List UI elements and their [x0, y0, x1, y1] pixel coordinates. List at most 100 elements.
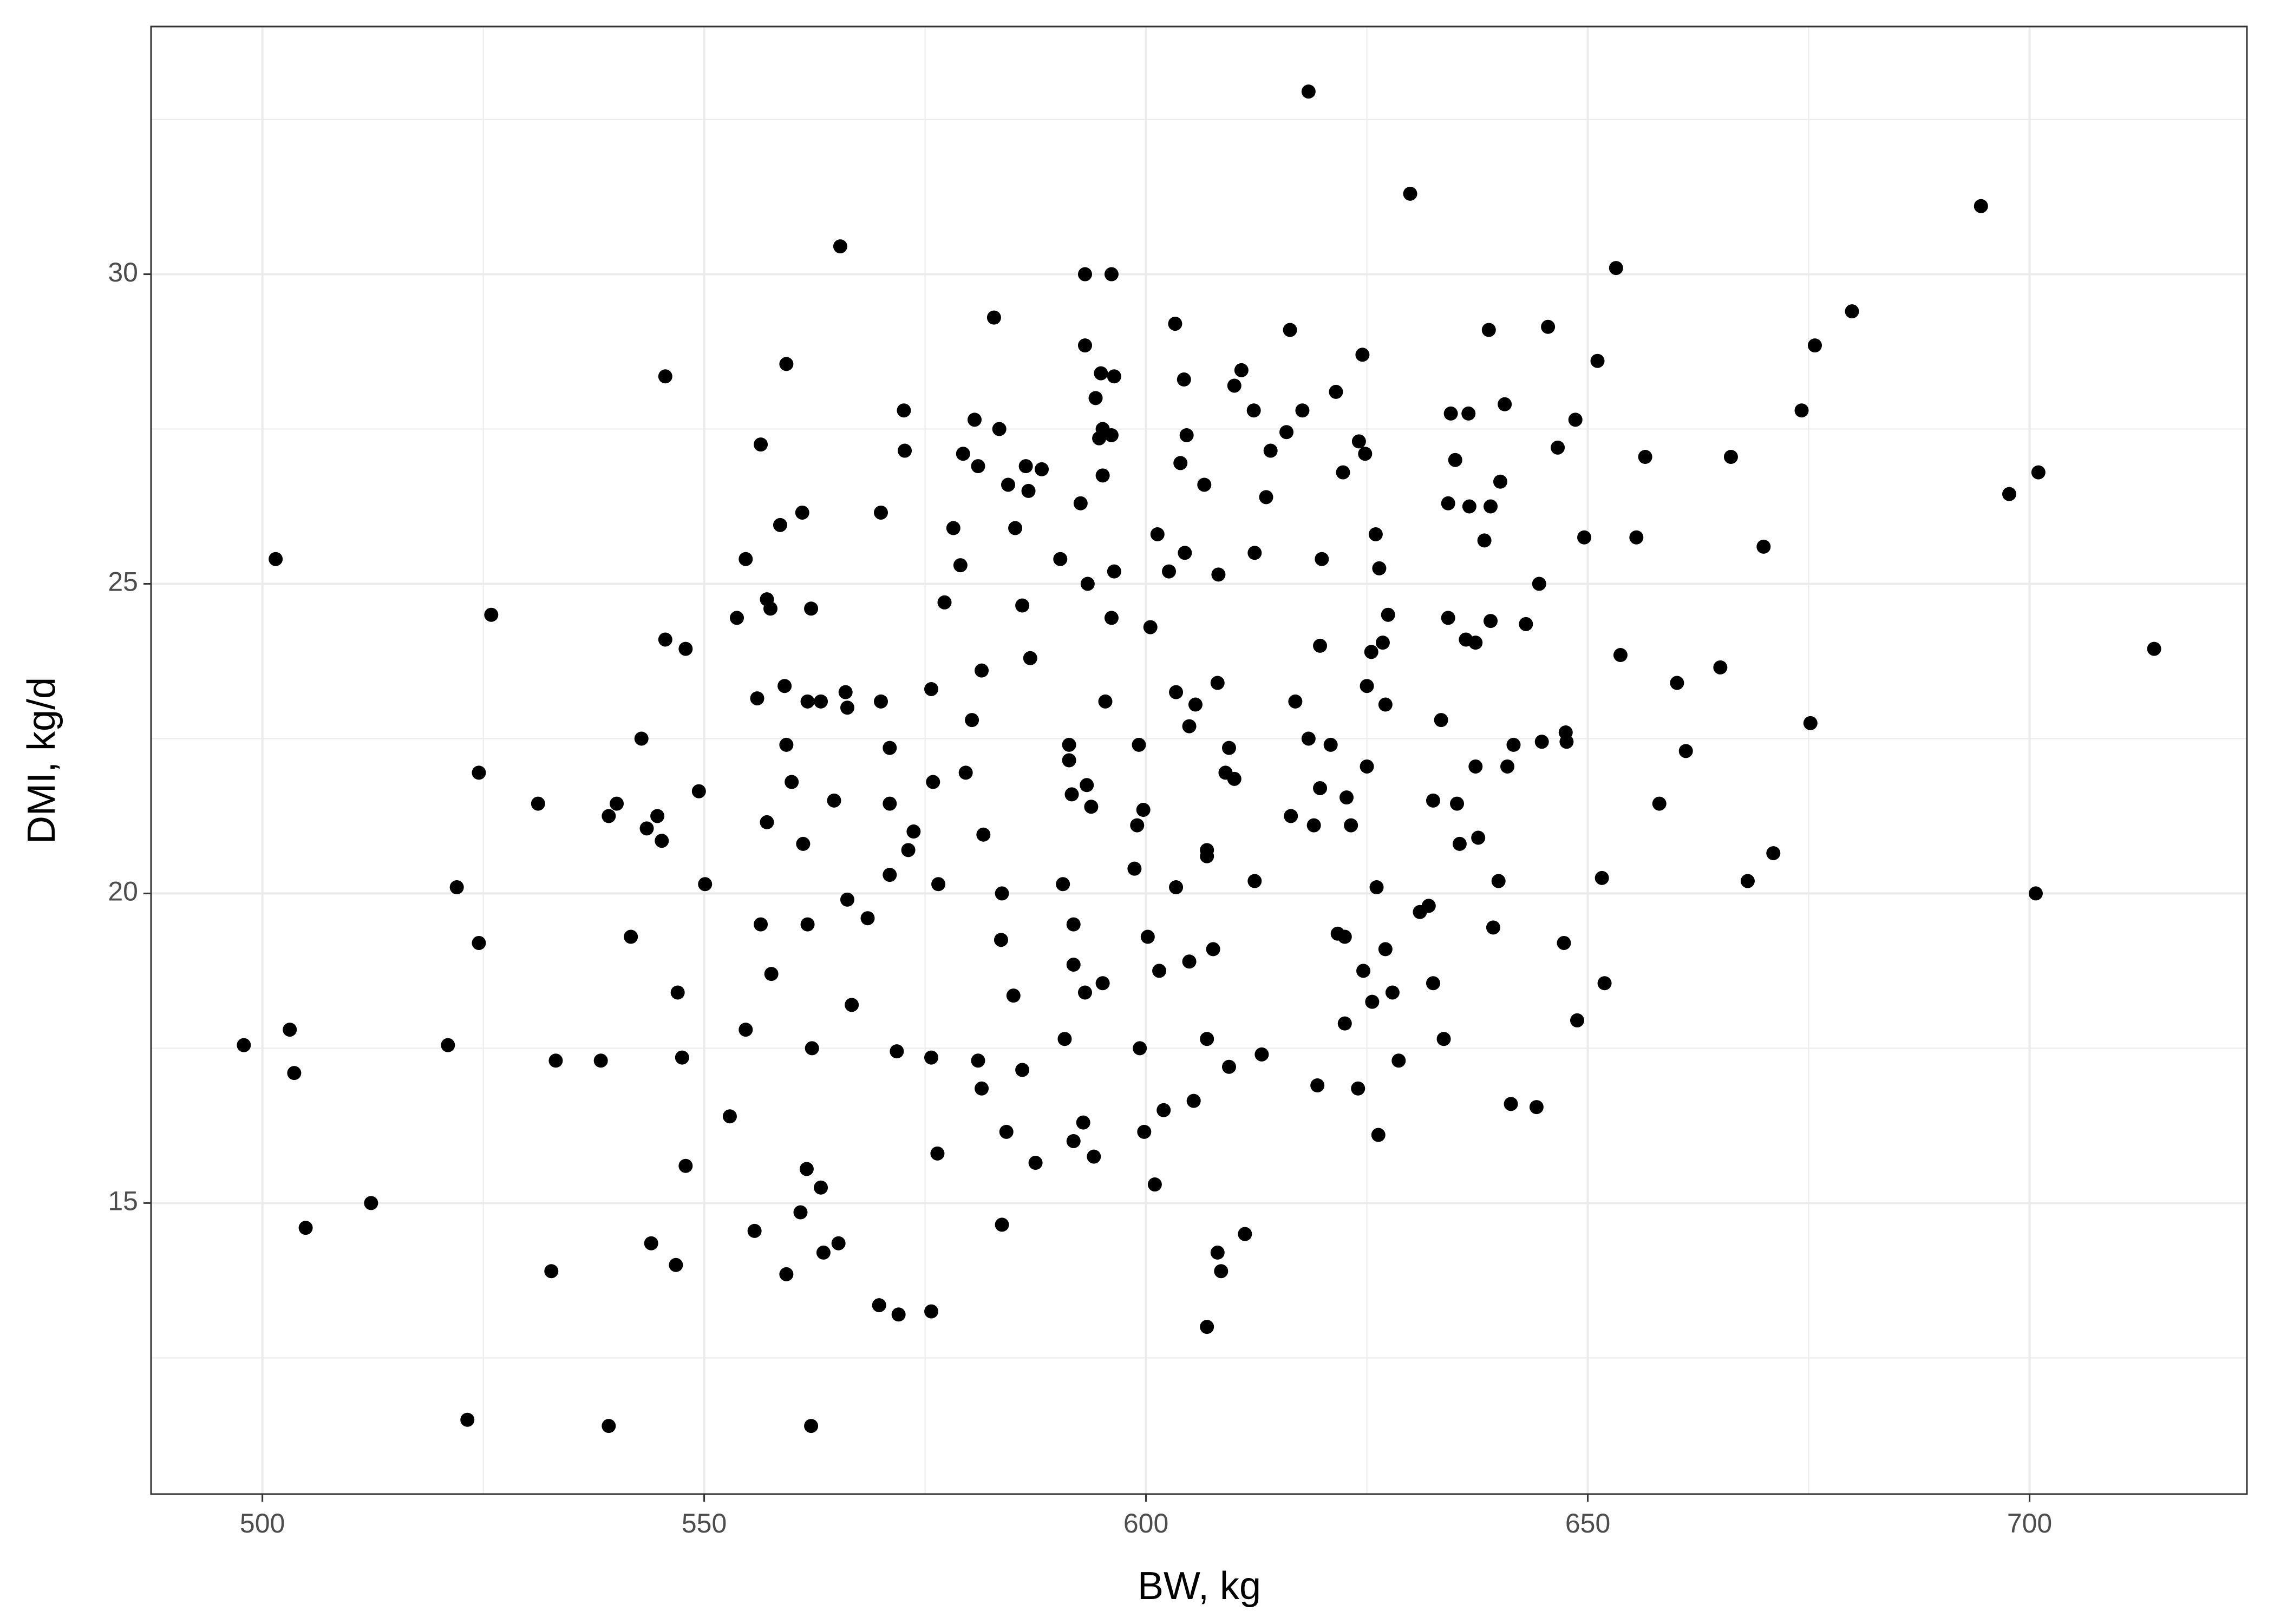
- point: [1247, 874, 1262, 888]
- point: [1064, 787, 1079, 802]
- point: [1313, 781, 1328, 795]
- point: [1127, 861, 1142, 876]
- point: [1468, 636, 1483, 650]
- point: [2031, 465, 2046, 480]
- point: [1486, 920, 1500, 935]
- point: [1381, 607, 1395, 622]
- point: [1179, 428, 1194, 442]
- point: [722, 1109, 737, 1124]
- point: [1375, 636, 1390, 650]
- point: [816, 1245, 831, 1260]
- point: [1756, 539, 1771, 554]
- point: [1035, 462, 1049, 476]
- point: [860, 911, 875, 926]
- point: [1461, 406, 1476, 421]
- point: [1360, 679, 1374, 693]
- point: [898, 443, 912, 458]
- point: [897, 403, 911, 418]
- point: [1066, 1134, 1081, 1148]
- point: [1080, 577, 1095, 591]
- point: [283, 1023, 297, 1037]
- point: [441, 1038, 455, 1052]
- point: [1500, 759, 1515, 774]
- point: [1214, 1264, 1229, 1279]
- point: [1337, 929, 1352, 944]
- point: [1371, 1128, 1386, 1142]
- point: [1595, 870, 1609, 885]
- point: [773, 518, 787, 532]
- point: [1076, 1115, 1090, 1130]
- point: [287, 1066, 302, 1081]
- point: [967, 412, 982, 427]
- point: [1221, 1059, 1236, 1074]
- point: [1288, 694, 1303, 709]
- point: [1498, 397, 1512, 411]
- point: [779, 1267, 794, 1281]
- point: [669, 1258, 683, 1272]
- point: [1104, 611, 1119, 625]
- point: [1234, 363, 1249, 377]
- point: [1723, 449, 1738, 464]
- point: [544, 1264, 559, 1279]
- point: [1015, 1063, 1030, 1077]
- point: [926, 775, 940, 789]
- point: [1221, 741, 1236, 755]
- point: [992, 422, 1007, 436]
- point: [1210, 676, 1225, 690]
- point: [845, 998, 859, 1012]
- point: [1468, 759, 1483, 774]
- point: [827, 793, 841, 808]
- point: [1107, 369, 1121, 384]
- point: [1182, 954, 1197, 969]
- point: [1066, 917, 1081, 932]
- point: [814, 1180, 828, 1195]
- point: [1794, 403, 1809, 418]
- point: [883, 868, 897, 882]
- point: [1369, 880, 1384, 894]
- point: [602, 809, 616, 823]
- point: [924, 682, 939, 696]
- point: [1168, 317, 1182, 331]
- point: [1084, 800, 1099, 814]
- point: [975, 663, 989, 678]
- point: [1178, 546, 1192, 560]
- point: [1206, 942, 1220, 957]
- point: [1104, 267, 1119, 281]
- y-tick-label: 15: [108, 1186, 138, 1216]
- x-tick-label: 650: [1565, 1508, 1610, 1538]
- point: [1162, 564, 1177, 579]
- point: [1351, 1081, 1365, 1096]
- point: [1227, 378, 1241, 393]
- point: [364, 1196, 378, 1210]
- point: [800, 694, 815, 709]
- point: [1436, 1032, 1451, 1046]
- point: [1336, 465, 1350, 480]
- point: [639, 821, 654, 836]
- point: [1403, 186, 1417, 201]
- point: [1200, 1032, 1214, 1046]
- point: [873, 694, 888, 709]
- point: [1534, 735, 1549, 749]
- point: [965, 713, 979, 728]
- point: [1670, 676, 1684, 690]
- y-tick-label: 20: [108, 876, 138, 907]
- point: [1364, 645, 1378, 659]
- point: [472, 765, 486, 780]
- point: [1372, 561, 1387, 575]
- point: [872, 1298, 886, 1313]
- point: [2002, 487, 2017, 501]
- point: [901, 843, 916, 857]
- point: [995, 886, 1009, 901]
- point: [1613, 648, 1628, 663]
- point: [958, 765, 973, 780]
- point: [644, 1236, 658, 1250]
- point: [1638, 449, 1652, 464]
- point: [1484, 614, 1498, 628]
- point: [1421, 899, 1436, 913]
- point: [760, 815, 774, 829]
- point: [670, 985, 685, 1000]
- point: [804, 601, 819, 616]
- point: [1018, 459, 1033, 474]
